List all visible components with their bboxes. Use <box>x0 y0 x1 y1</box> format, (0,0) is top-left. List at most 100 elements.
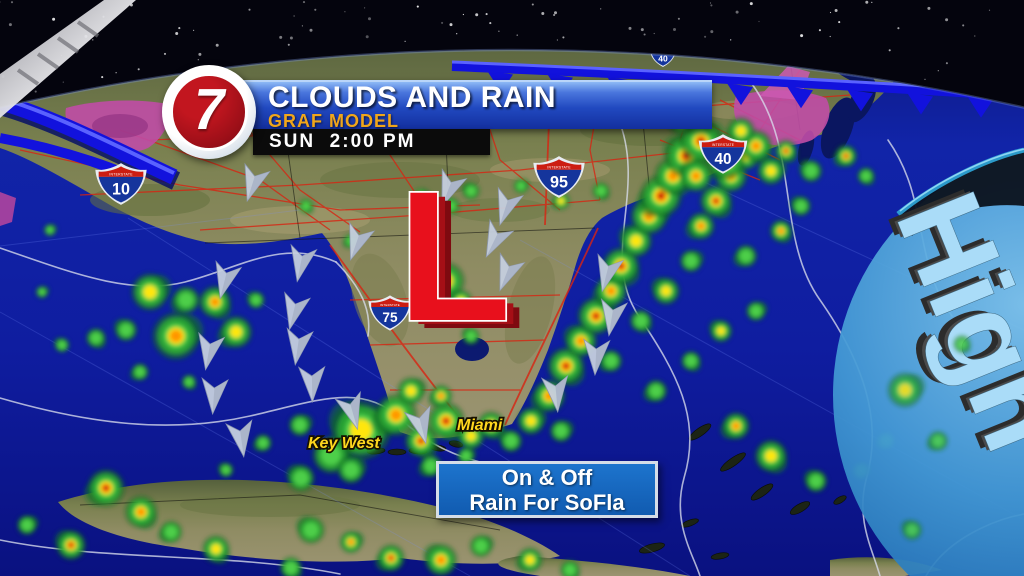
star <box>314 8 317 11</box>
star <box>945 18 949 22</box>
radar-cell <box>181 374 197 391</box>
star <box>301 25 303 27</box>
radar-cell <box>642 379 668 403</box>
star <box>302 1 306 4</box>
interstate-number: 10 <box>112 180 130 198</box>
star <box>441 21 444 24</box>
front-tooth <box>847 89 873 112</box>
star <box>62 81 64 83</box>
radar-cell <box>217 462 234 478</box>
interstate-band-label: INTERSTATE <box>712 143 735 147</box>
timestamp-bar: SUN 2:00 PM <box>253 129 490 155</box>
interstate-band-label: INTERSTATE <box>547 166 571 170</box>
radar-cell <box>375 544 405 572</box>
radar-cell <box>246 291 265 309</box>
star <box>653 32 655 35</box>
interstate-number: 95 <box>550 173 568 191</box>
star <box>404 40 406 42</box>
low-label: L <box>398 154 511 360</box>
star <box>829 35 831 38</box>
wind-arrow-icon <box>290 243 318 283</box>
interstate-number: 40 <box>658 54 668 64</box>
front-tooth <box>787 86 813 109</box>
radar-cell <box>202 535 230 564</box>
wind-arrow-icon <box>297 365 326 404</box>
radar-cell <box>412 222 432 240</box>
wind-arrow-icon <box>485 218 515 259</box>
star <box>730 39 732 41</box>
star <box>897 27 900 30</box>
interstate-band-label: INTERSTATE <box>380 303 400 307</box>
radar-cell <box>746 301 768 321</box>
radar-cell <box>926 431 948 451</box>
star <box>115 72 117 74</box>
wind-arrow-icon <box>201 377 229 416</box>
radar-cell <box>563 324 598 358</box>
radar-cell <box>124 495 158 530</box>
star <box>531 3 534 6</box>
radar-cell <box>43 223 58 237</box>
interstate-number: 40 <box>714 151 731 168</box>
radar-cell <box>549 419 575 443</box>
radar-cell <box>513 178 530 194</box>
star <box>553 13 556 17</box>
landmass-cuba-east <box>498 556 690 576</box>
page-title: CLOUDS AND RAIN <box>268 81 557 114</box>
radar-cell <box>681 351 701 372</box>
star <box>600 8 602 10</box>
star <box>818 29 821 32</box>
star <box>368 17 371 21</box>
wind-arrow-icon <box>499 252 526 292</box>
radar-cell <box>371 393 418 437</box>
satellite-beam <box>0 0 136 118</box>
wind-arrow-icon <box>441 168 468 208</box>
radar-cell <box>312 436 353 474</box>
wind-arrow-icon <box>225 419 253 458</box>
radar-cell <box>131 273 172 311</box>
radar-cell <box>397 377 427 405</box>
star <box>475 13 479 17</box>
radar-cell <box>803 469 828 493</box>
star <box>710 4 713 7</box>
radar-cell <box>404 424 438 459</box>
radar-cell <box>84 469 125 507</box>
graticule-line <box>0 209 301 247</box>
radar-layer-over-dome <box>887 335 971 540</box>
radar-cell <box>279 556 303 576</box>
star <box>52 17 56 21</box>
city-labels: Key West Miami <box>306 415 504 454</box>
star <box>945 62 948 65</box>
radar-cell <box>651 277 680 305</box>
city-label-miami: Miami <box>457 417 503 434</box>
star <box>92 39 94 41</box>
star <box>710 30 714 34</box>
isobar-line <box>0 247 337 287</box>
radar-cell <box>774 139 798 164</box>
radar-cell <box>790 196 811 216</box>
radar-cell <box>798 159 823 183</box>
wind-arrow-layer <box>198 162 629 458</box>
wind-arrow-icon <box>497 186 525 227</box>
star <box>628 26 632 30</box>
star <box>10 1 14 4</box>
star <box>643 33 646 36</box>
radar-cell <box>157 520 183 544</box>
interstate-number: 75 <box>382 310 398 325</box>
radar-cell <box>456 422 485 450</box>
star <box>215 43 219 47</box>
radar-cell <box>517 407 547 435</box>
star <box>556 39 559 41</box>
high-dome-rim <box>898 150 1024 236</box>
radar-cell <box>592 182 610 201</box>
star <box>677 17 680 20</box>
star <box>178 27 181 30</box>
interstate-shield: INTERSTATE 75 <box>368 295 412 331</box>
interstate-shields: INTERSTATE 10 INTERSTATE 75 INTERSTATE 95 INTE… <box>95 50 748 331</box>
star <box>927 6 931 10</box>
radar-cell <box>423 543 458 576</box>
star <box>554 11 557 15</box>
star <box>640 28 644 32</box>
star <box>416 5 419 8</box>
radar-cell <box>457 447 477 465</box>
